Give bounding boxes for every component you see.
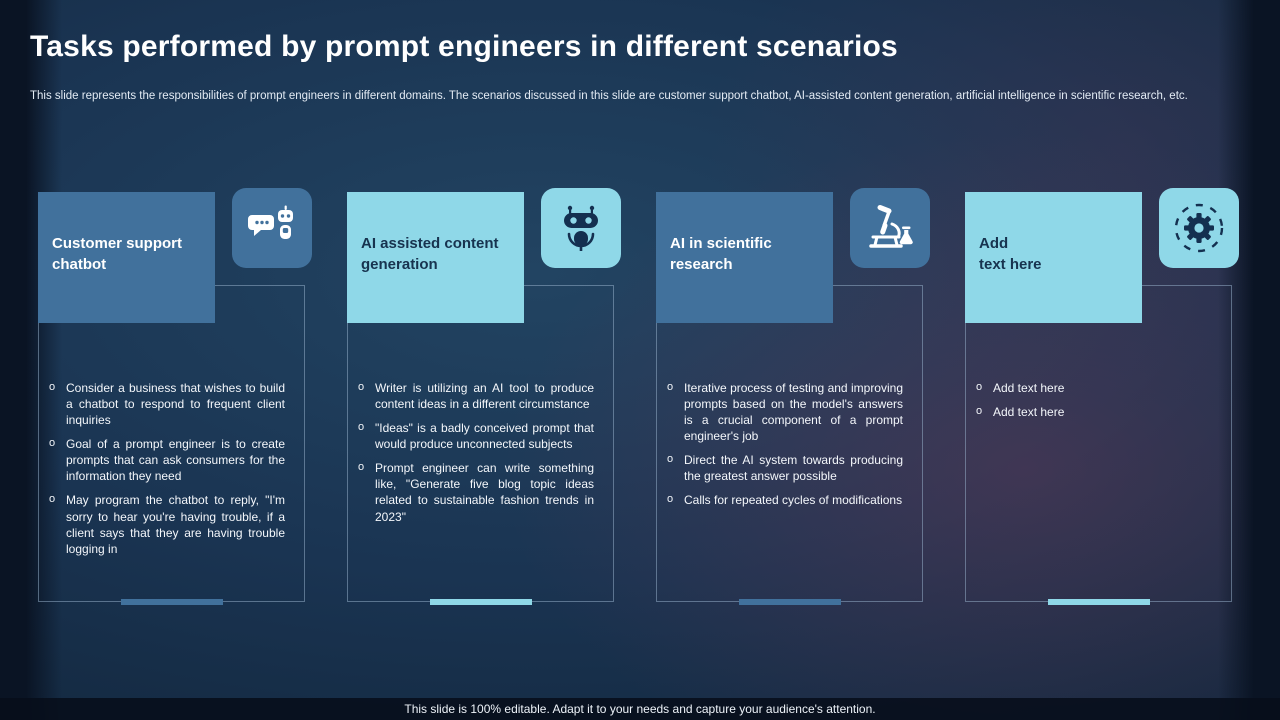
card-header: Add text here bbox=[965, 192, 1142, 323]
bullet-item: Direct the AI system towards producing t… bbox=[666, 452, 903, 484]
accent-bar bbox=[1047, 599, 1150, 605]
bullet-text: Prompt engineer can write something like… bbox=[375, 461, 594, 524]
scenario-card-ai-research: AI in scientific research bbox=[656, 188, 930, 605]
card-title: AI assisted content generation bbox=[361, 235, 499, 273]
bullet-item: Prompt engineer can write something like… bbox=[357, 460, 594, 524]
bullet-list: Writer is utilizing an AI tool to produc… bbox=[357, 380, 594, 533]
bullet-text: Consider a business that wishes to build… bbox=[66, 381, 285, 428]
bullet-item: Writer is utilizing an AI tool to produc… bbox=[357, 380, 594, 412]
slide-subtitle: This slide represents the responsibiliti… bbox=[30, 90, 1188, 102]
bullet-item: Consider a business that wishes to build… bbox=[48, 380, 285, 428]
ai-robot-icon bbox=[541, 188, 621, 268]
bullet-text: "Ideas" is a badly conceived prompt that… bbox=[375, 421, 594, 452]
bullet-item: Iterative process of testing and improvi… bbox=[666, 380, 903, 444]
bullet-list: Add text here Add text here bbox=[975, 380, 1212, 428]
bullet-item: Calls for repeated cycles of modificatio… bbox=[666, 492, 903, 508]
bullet-item: Add text here bbox=[975, 380, 1212, 396]
bullet-list: Iterative process of testing and improvi… bbox=[666, 380, 903, 517]
bullet-item: "Ideas" is a badly conceived prompt that… bbox=[357, 420, 594, 452]
bullet-text: Add text here bbox=[993, 405, 1065, 420]
footer-text: This slide is 100% editable. Adapt it to… bbox=[404, 702, 876, 716]
scenario-card-ai-content: AI assisted content generation bbox=[347, 188, 621, 605]
bullet-item: Add text here bbox=[975, 404, 1212, 420]
chatbot-icon bbox=[232, 188, 312, 268]
card-header: AI assisted content generation bbox=[347, 192, 524, 323]
bullet-item: Goal of a prompt engineer is to create p… bbox=[48, 436, 285, 484]
card-title: Add text here bbox=[979, 235, 1042, 273]
bullet-text: Goal of a prompt engineer is to create p… bbox=[66, 437, 285, 484]
card-title: AI in scientific research bbox=[670, 235, 772, 273]
page-title: Tasks performed by prompt engineers in d… bbox=[30, 30, 898, 63]
bullet-text: Iterative process of testing and improvi… bbox=[684, 381, 903, 444]
accent-bar bbox=[120, 599, 223, 605]
slide-footer: This slide is 100% editable. Adapt it to… bbox=[0, 698, 1280, 720]
scenario-columns: Customer support chatbot Consider a bbox=[38, 188, 1239, 605]
bullet-text: Direct the AI system towards producing t… bbox=[684, 453, 903, 484]
card-title: Customer support chatbot bbox=[52, 235, 183, 273]
bullet-item: May program the chatbot to reply, "I'm s… bbox=[48, 492, 285, 556]
card-header: AI in scientific research bbox=[656, 192, 833, 323]
accent-bar bbox=[429, 599, 532, 605]
bullet-text: Add text here bbox=[993, 381, 1065, 395]
bullet-list: Consider a business that wishes to build… bbox=[48, 380, 285, 565]
bullet-text: May program the chatbot to reply, "I'm s… bbox=[66, 493, 285, 556]
bullet-text: Writer is utilizing an AI tool to produc… bbox=[375, 381, 594, 412]
scenario-card-placeholder: Add text here bbox=[965, 188, 1239, 605]
bullet-text: Calls for repeated cycles of modificatio… bbox=[684, 493, 903, 508]
gear-icon bbox=[1159, 188, 1239, 268]
card-header: Customer support chatbot bbox=[38, 192, 215, 323]
card-outline bbox=[965, 285, 1232, 602]
scenario-card-customer-support: Customer support chatbot Consider a bbox=[38, 188, 312, 605]
accent-bar bbox=[738, 599, 841, 605]
microscope-icon bbox=[850, 188, 930, 268]
